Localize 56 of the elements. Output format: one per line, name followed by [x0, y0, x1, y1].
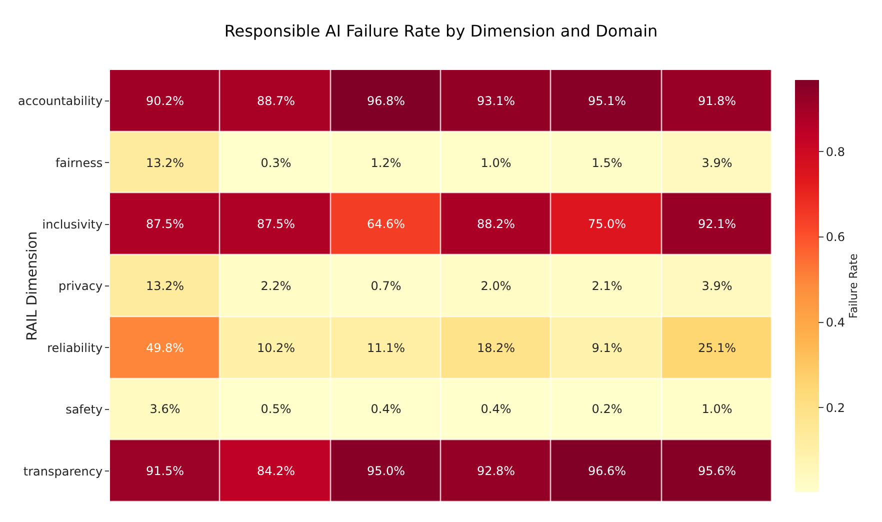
y-tick-label: safety — [66, 402, 103, 417]
data-label: 88.7% — [256, 94, 296, 108]
data-label: 1.2% — [370, 156, 402, 170]
data-label: 95.6% — [698, 464, 736, 478]
data-label: 0.7% — [370, 279, 402, 294]
y-tick-label: fairness — [55, 156, 103, 170]
data-label: 92.8% — [476, 464, 516, 478]
data-label: 84.2% — [256, 464, 296, 478]
data-label: 3.9% — [702, 156, 732, 170]
data-label: 2.2% — [260, 279, 292, 294]
data-label: 95.0% — [366, 464, 406, 478]
data-label: 87.5% — [146, 217, 184, 232]
y-tick-label: privacy — [58, 279, 103, 294]
data-label: 87.5% — [256, 217, 296, 232]
data-label: 1.0% — [702, 402, 732, 416]
data-label: 10.2% — [256, 341, 296, 356]
y-tick-label: inclusivity — [42, 217, 103, 232]
color-bar-label: 0.8 — [826, 144, 845, 159]
data-label: 0.4% — [480, 402, 512, 416]
data-label: 13.2% — [146, 156, 184, 170]
color-bar-title: Failure Rate — [846, 253, 860, 318]
data-label: 93.1% — [476, 94, 516, 108]
data-label: 1.0% — [480, 156, 512, 170]
data-label: 95.1% — [588, 94, 626, 108]
data-label: 49.8% — [146, 341, 184, 356]
data-label: 2.1% — [592, 279, 622, 294]
y-axis-title: RAIL Dimension — [24, 231, 40, 341]
data-label: 90.2% — [146, 94, 184, 108]
data-label: 1.5% — [592, 156, 622, 170]
data-label: 92.1% — [698, 217, 736, 232]
data-label: 13.2% — [146, 279, 184, 294]
data-label: 0.2% — [592, 402, 622, 416]
chart-title: Responsible AI Failure Rate by Dimension and Domain — [224, 22, 658, 41]
data-label: 18.2% — [476, 341, 516, 356]
y-tick-label: reliability — [47, 340, 103, 355]
data-label: 3.9% — [702, 279, 732, 294]
data-label: 96.8% — [366, 94, 406, 108]
data-label: 64.6% — [366, 217, 406, 232]
data-label: 91.5% — [146, 464, 184, 478]
data-label: 2.0% — [480, 279, 512, 294]
color-bar-label: 0.6 — [826, 230, 845, 244]
data-label: 91.8% — [698, 94, 736, 108]
y-tick-label: accountability — [18, 94, 103, 108]
data-label: 9.1% — [592, 341, 622, 356]
y-tick-label: transparency — [23, 464, 103, 478]
color-bar-label: 0.2 — [826, 400, 845, 415]
data-label: 96.6% — [588, 464, 626, 478]
data-label: 0.3% — [260, 156, 292, 170]
data-label: 0.5% — [260, 402, 292, 416]
data-label: 25.1% — [698, 341, 736, 356]
data-label: 3.6% — [150, 402, 180, 416]
data-label: 11.1% — [366, 341, 406, 356]
color-bar-label: 0.4 — [826, 315, 845, 330]
data-label: 75.0% — [588, 217, 626, 232]
data-label: 88.2% — [476, 217, 516, 232]
data-label: 0.4% — [370, 402, 402, 416]
